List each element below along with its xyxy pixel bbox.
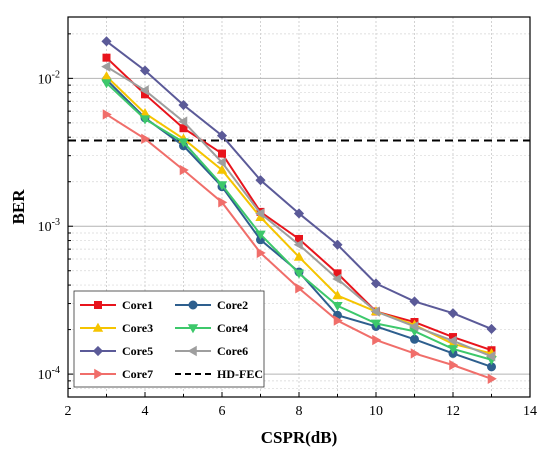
axes-layer: 2 4 6 8 10 12 14 10-2 10-3 10-4 CSPR(dB) BER bbox=[9, 16, 537, 447]
x-tick-label: 12 bbox=[446, 404, 460, 419]
data-point-core4 bbox=[293, 269, 305, 279]
data-point-core7 bbox=[141, 133, 151, 145]
legend-label: HD-FEC bbox=[217, 367, 263, 381]
data-point-core6 bbox=[178, 116, 188, 127]
data-point-core1 bbox=[102, 53, 111, 62]
data-point-core7 bbox=[333, 315, 343, 326]
legend-item-core5: Core5 bbox=[80, 344, 153, 358]
data-point-core6 bbox=[447, 335, 457, 346]
data-point-core7 bbox=[256, 247, 266, 259]
series-core5 bbox=[101, 36, 497, 335]
legend-label: Core5 bbox=[122, 344, 153, 358]
data-point-core5 bbox=[409, 296, 420, 307]
data-point-core5 bbox=[178, 99, 189, 111]
y-axis-title: BER bbox=[9, 189, 28, 225]
legend: Core1 Core2 Core3 Core4 Core5 Core6 Core7 HD-FE… bbox=[73, 290, 265, 388]
data-point-core5 bbox=[370, 278, 382, 289]
data-point-core7 bbox=[218, 197, 228, 208]
legend-swatch-marker bbox=[94, 368, 104, 380]
data-point-core5 bbox=[293, 208, 305, 219]
legend-label: Core3 bbox=[122, 321, 153, 335]
data-point-core5 bbox=[486, 323, 497, 335]
legend-item-core4: Core4 bbox=[175, 321, 248, 335]
series-core6 bbox=[101, 61, 496, 362]
data-point-core4 bbox=[216, 181, 228, 191]
legend-swatch-marker bbox=[94, 300, 103, 309]
data-point-core6 bbox=[101, 61, 111, 72]
legend-item-core3: Core3 bbox=[80, 321, 153, 335]
data-point-core6 bbox=[332, 273, 342, 285]
y-tick-label: 10-4 bbox=[38, 365, 60, 383]
data-point-core5 bbox=[447, 308, 459, 319]
data-point-core4 bbox=[178, 138, 189, 148]
data-point-core4 bbox=[447, 345, 459, 355]
legend-swatch-marker bbox=[187, 345, 197, 357]
data-point-core4 bbox=[139, 115, 151, 125]
data-point-core5 bbox=[139, 65, 151, 76]
legend-item-hd-fec: HD-FEC bbox=[175, 367, 263, 381]
data-point-core5 bbox=[101, 36, 112, 47]
data-point-core4 bbox=[101, 79, 112, 89]
data-point-core7 bbox=[102, 109, 112, 120]
x-tick-label: 4 bbox=[142, 404, 149, 419]
data-point-core7 bbox=[372, 334, 382, 346]
data-point-core5 bbox=[332, 239, 343, 250]
data-point-core6 bbox=[216, 157, 226, 168]
legend-box bbox=[73, 290, 265, 388]
legend-swatch-marker bbox=[92, 322, 104, 332]
data-point-core6 bbox=[293, 239, 303, 250]
x-tick-label: 8 bbox=[296, 404, 303, 419]
legend-item-core1: Core1 bbox=[80, 298, 153, 312]
legend-item-core2: Core2 bbox=[175, 298, 248, 312]
legend-label: Core6 bbox=[217, 344, 248, 358]
x-tick-label: 6 bbox=[219, 404, 226, 419]
legend-item-core6: Core6 bbox=[175, 344, 248, 358]
data-point-core6 bbox=[409, 321, 419, 332]
data-point-core6 bbox=[255, 208, 265, 219]
data-point-core3 bbox=[293, 251, 305, 261]
series-core7 bbox=[102, 109, 497, 384]
data-point-core5 bbox=[216, 130, 228, 141]
x-tick-label: 10 bbox=[369, 404, 383, 419]
data-point-core1 bbox=[217, 149, 226, 158]
legend-label: Core4 bbox=[217, 321, 248, 335]
data-point-core7 bbox=[295, 283, 305, 294]
legend-item-core7: Core7 bbox=[80, 367, 153, 381]
data-point-core6 bbox=[370, 306, 380, 317]
legend-swatch-marker bbox=[92, 345, 104, 357]
data-point-core4 bbox=[370, 319, 382, 329]
legend-swatch-marker bbox=[187, 324, 199, 334]
legend-swatch-marker bbox=[188, 300, 198, 310]
x-tick-label: 14 bbox=[523, 404, 537, 419]
data-point-core3 bbox=[216, 164, 228, 174]
series-layer bbox=[101, 36, 497, 384]
data-point-core6 bbox=[139, 85, 149, 96]
data-point-core7 bbox=[410, 348, 420, 359]
data-point-core6 bbox=[486, 351, 496, 362]
x-tick-label: 2 bbox=[65, 404, 72, 419]
data-point-core7 bbox=[449, 359, 459, 371]
legend-label: Core1 bbox=[122, 298, 153, 312]
legend-label: Core2 bbox=[217, 298, 248, 312]
data-point-core4 bbox=[255, 230, 266, 240]
data-point-core5 bbox=[255, 175, 266, 186]
data-point-core7 bbox=[179, 164, 189, 176]
legend-label: Core7 bbox=[122, 367, 153, 381]
data-point-core3 bbox=[101, 71, 112, 81]
y-tick-label: 10-2 bbox=[38, 69, 60, 87]
data-point-core7 bbox=[487, 373, 497, 384]
data-point-core4 bbox=[332, 301, 343, 312]
y-tick-label: 10-3 bbox=[38, 217, 60, 235]
data-point-core3 bbox=[332, 290, 343, 300]
x-axis-title: CSPR(dB) bbox=[261, 428, 338, 447]
